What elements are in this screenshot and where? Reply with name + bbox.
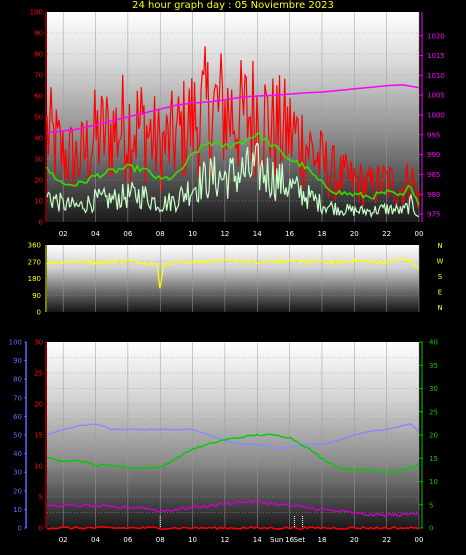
- series-humidity: [46, 433, 420, 474]
- x-tick-label: 10: [188, 230, 197, 238]
- x-tick-label: 00: [415, 230, 424, 238]
- x-tick-label: 10: [188, 536, 197, 544]
- y-right-tick-label: 975: [427, 211, 440, 219]
- y-left-tick-label: 10: [34, 198, 43, 206]
- y-temp-tick-label: 70: [13, 394, 22, 402]
- y-rain-tick-label: 10: [34, 463, 43, 471]
- y-humidity-tick-label: 30: [429, 385, 438, 393]
- y-direction-tick-label: 180: [28, 275, 41, 283]
- y-humidity-tick-label: 10: [429, 478, 438, 486]
- y-rain-tick-label: 0: [39, 525, 43, 533]
- compass-label: N: [437, 304, 442, 312]
- x-tick-label: 00: [415, 536, 424, 544]
- y-temp-tick-label: 80: [13, 376, 22, 384]
- x-tick-label: 12: [220, 536, 229, 544]
- sun-label: Sun: [270, 536, 283, 544]
- y-left-tick-label: 70: [34, 72, 43, 80]
- y-humidity-tick-label: 40: [429, 339, 438, 347]
- y-direction-tick-label: 0: [37, 309, 41, 317]
- x-tick-label: 16: [285, 230, 294, 238]
- y-right-tick-label: 1010: [427, 72, 445, 80]
- y-right-tick-label: 985: [427, 171, 440, 179]
- x-tick-label: 12: [220, 230, 229, 238]
- compass-label: W: [437, 258, 444, 266]
- x-tick-label: 08: [156, 536, 165, 544]
- y-humidity-tick-label: 25: [429, 408, 438, 416]
- x-tick-label: 04: [91, 230, 100, 238]
- x-tick-label: 22: [382, 230, 391, 238]
- y-temp-tick-label: 0: [18, 525, 22, 533]
- x-tick-label: 02: [59, 536, 68, 544]
- y-temp-tick-label: 90: [13, 357, 22, 365]
- chart-title: 24 hour graph day : 05 Noviembre 2023: [132, 0, 334, 11]
- y-temp-tick-label: 60: [13, 413, 22, 421]
- x-tick-label: 20: [350, 230, 359, 238]
- series-wind-low-line: [46, 142, 420, 219]
- y-direction-tick-label: 90: [32, 292, 41, 300]
- y-right-tick-label: 995: [427, 131, 440, 139]
- y-left-tick-label: 60: [34, 93, 43, 101]
- compass-label: S: [438, 273, 443, 281]
- x-tick-label: 06: [123, 230, 132, 238]
- y-right-tick-label: 1000: [427, 112, 445, 120]
- y-left-tick-label: 90: [34, 30, 43, 38]
- x-tick-label: 20: [350, 536, 359, 544]
- series-rain: [46, 525, 420, 531]
- series-wind-gust: [46, 46, 420, 209]
- y-humidity-tick-label: 0: [429, 525, 433, 533]
- x-tick-label: 06: [123, 536, 132, 544]
- y-right-tick-label: 1020: [427, 32, 445, 40]
- y-temp-tick-label: 40: [13, 450, 22, 458]
- y-humidity-tick-label: 15: [429, 455, 438, 463]
- y-temp-tick-label: 20: [13, 487, 22, 495]
- y-right-tick-label: 990: [427, 151, 440, 159]
- compass-label: N: [437, 242, 442, 250]
- y-rain-tick-label: 30: [34, 339, 43, 347]
- y-rain-tick-label: 5: [39, 494, 43, 502]
- y-left-tick-label: 0: [39, 219, 43, 227]
- y-temp-tick-label: 10: [13, 506, 22, 514]
- y-right-tick-label: 980: [427, 191, 440, 199]
- series-dew: [46, 499, 420, 518]
- series-wind-avg: [46, 131, 420, 206]
- x-tick-label: 02: [59, 230, 68, 238]
- y-left-tick-label: 20: [34, 177, 43, 185]
- y-direction-tick-label: 360: [28, 242, 41, 250]
- y-direction-tick-label: 270: [28, 258, 41, 266]
- y-temp-tick-label: 50: [13, 432, 22, 440]
- y-humidity-tick-label: 5: [429, 501, 433, 509]
- compass-label: E: [438, 289, 442, 297]
- series-temp: [46, 423, 420, 450]
- series-wind-direction: [46, 257, 420, 289]
- y-rain-tick-label: 25: [34, 370, 43, 378]
- y-left-tick-label: 50: [34, 114, 43, 122]
- series-wind-low: [46, 142, 420, 219]
- y-humidity-tick-label: 35: [429, 362, 438, 370]
- x-tick-label: 14: [253, 230, 262, 238]
- y-right-tick-label: 1005: [427, 92, 445, 100]
- set-label: Set: [294, 536, 306, 544]
- x-tick-label: 18: [317, 536, 326, 544]
- y-rain-tick-label: 20: [34, 401, 43, 409]
- x-tick-label: 16: [285, 536, 294, 544]
- y-left-tick-label: 80: [34, 51, 43, 59]
- y-left-tick-label: 40: [34, 135, 43, 143]
- y-left-tick-label: 100: [30, 9, 43, 17]
- x-tick-label: 04: [91, 536, 100, 544]
- y-left-tick-label: 30: [34, 156, 43, 164]
- y-right-tick-label: 1015: [427, 52, 445, 60]
- x-tick-label: 08: [156, 230, 165, 238]
- x-tick-label: 14: [253, 536, 262, 544]
- x-tick-label: 18: [317, 230, 326, 238]
- series-wind-gust-line: [46, 46, 420, 209]
- series-pressure: [46, 84, 420, 134]
- x-tick-label: 22: [382, 536, 391, 544]
- y-humidity-tick-label: 20: [429, 432, 438, 440]
- y-temp-tick-label: 100: [9, 339, 22, 347]
- y-temp-tick-label: 30: [13, 469, 22, 477]
- y-rain-tick-label: 15: [34, 432, 43, 440]
